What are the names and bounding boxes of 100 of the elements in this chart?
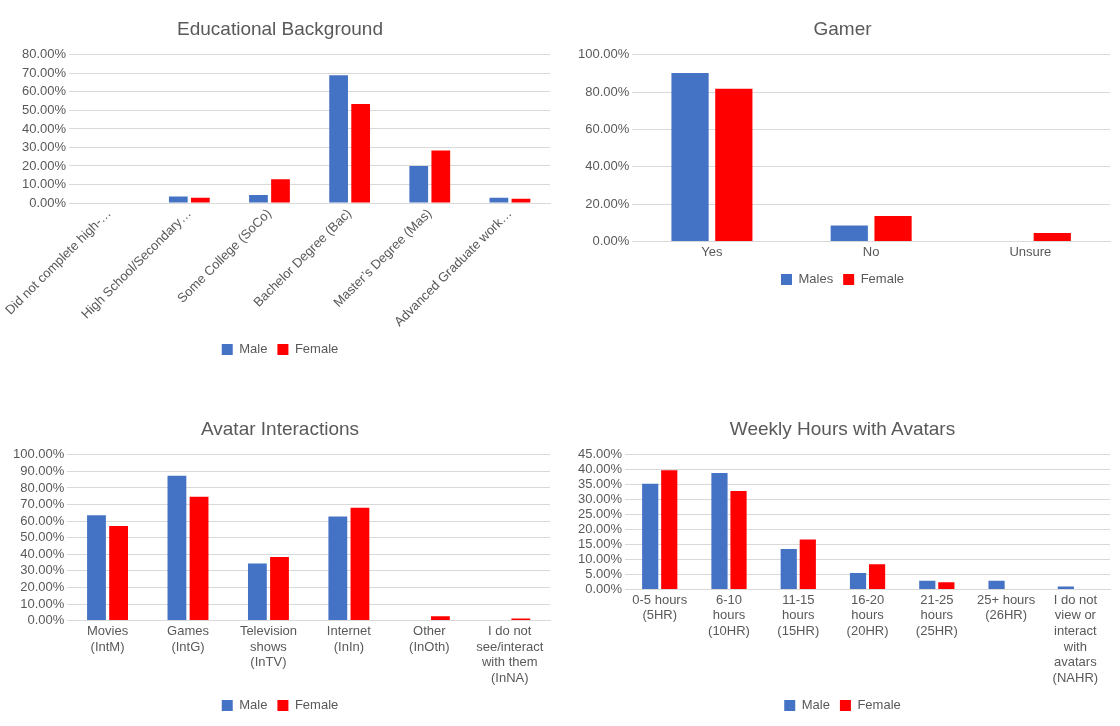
y-tick-label: 20.00% (22, 157, 67, 173)
y-tick-label: 45.00% (578, 446, 623, 462)
y-tick-label: 0.00% (29, 194, 67, 210)
y-tick-label: 70.00% (20, 496, 65, 512)
bar (1057, 586, 1074, 589)
bar (1033, 233, 1071, 241)
y-tick-label: 80.00% (22, 46, 67, 62)
legend-label: Males (798, 271, 834, 287)
y-tick-label: 30.00% (22, 139, 67, 155)
y-tick-label: 90.00% (20, 462, 65, 478)
y-tick-label: 20.00% (585, 195, 630, 211)
y-tick-label: 40.00% (585, 158, 630, 174)
bar (642, 483, 659, 589)
bar (830, 225, 868, 241)
y-tick-label: 80.00% (585, 83, 630, 99)
y-tick-label: 30.00% (20, 562, 65, 578)
bar (874, 216, 912, 241)
bar (988, 580, 1005, 589)
y-tick-label: 40.00% (578, 461, 623, 477)
chart-title: Weekly Hours with Avatars (729, 417, 956, 439)
legend-label: Male (801, 697, 830, 713)
bar (249, 195, 268, 203)
bar (711, 473, 728, 589)
y-tick-label: 10.00% (578, 551, 623, 567)
x-tick-label: Unsure (1009, 243, 1052, 259)
chart-title: Avatar Interactions (200, 417, 360, 439)
bar (671, 72, 709, 241)
bar (799, 539, 816, 589)
x-tick-label: Internet (InIn) (326, 622, 372, 654)
legend-label: Female (294, 697, 339, 713)
bar (431, 150, 451, 203)
x-tick-label: 11-15 hours (15HR) (777, 591, 820, 638)
bar (329, 75, 348, 203)
legend-label: Male (239, 341, 268, 357)
y-tick-label: 20.00% (20, 579, 65, 595)
bar (328, 516, 348, 621)
bar (351, 103, 371, 203)
y-tick-label: 0.00% (592, 232, 630, 248)
bar (511, 198, 531, 203)
x-tick-label: Yes (701, 243, 724, 259)
bar (167, 475, 187, 621)
bar (87, 515, 106, 621)
y-tick-label: 60.00% (585, 121, 630, 137)
bar (849, 572, 867, 589)
bar (730, 490, 747, 589)
y-tick-label: 25.00% (578, 506, 623, 522)
legend-label: Male (239, 697, 268, 713)
legend-label: Female (857, 697, 901, 713)
y-tick-label: 0.00% (27, 612, 65, 628)
y-tick-label: 100.00% (577, 46, 630, 62)
x-tick-label: 6-10 hours (10HR) (708, 591, 750, 638)
bar (938, 582, 955, 589)
y-tick-label: 100.00% (12, 446, 65, 462)
bar (270, 557, 289, 621)
legend-label: Female (860, 271, 905, 287)
x-tick-label: No (862, 243, 880, 259)
y-tick-label: 20.00% (578, 521, 623, 537)
y-tick-label: 50.00% (22, 101, 67, 117)
bar (780, 549, 797, 589)
y-tick-label: 50.00% (20, 529, 65, 545)
bar (409, 165, 429, 203)
bar (168, 196, 188, 203)
bar (489, 197, 509, 203)
x-tick-label: 21-25 hours (25HR) (915, 591, 958, 638)
x-tick-label: 16-20 hours (20HR) (846, 591, 889, 638)
x-tick-label: Television shows (InTV) (239, 622, 297, 670)
y-tick-label: 60.00% (20, 512, 65, 528)
bar (190, 197, 210, 203)
x-tick-label: I do not see/interact with them (InNA) (476, 622, 544, 685)
bar (189, 496, 209, 621)
x-tick-label: Movies (IntM) (86, 622, 129, 654)
x-tick-label: 25+ hours (26HR) (977, 591, 1036, 623)
y-tick-label: 0.00% (585, 580, 623, 596)
bar (271, 179, 290, 203)
bar (109, 525, 129, 621)
chart-title: Educational Background (177, 17, 383, 39)
y-tick-label: 60.00% (22, 83, 67, 99)
y-tick-label: 35.00% (578, 476, 623, 492)
bar (919, 580, 936, 589)
x-tick-label: 0-5 hours (5HR) (632, 591, 688, 623)
x-tick-label: I do not view or interact with avatars (NAHR) (1052, 591, 1099, 685)
bar (350, 507, 370, 621)
y-tick-label: 80.00% (20, 479, 65, 495)
y-tick-label: 30.00% (578, 491, 623, 507)
bar (247, 563, 267, 621)
x-tick-label: Other (InOth) (409, 622, 450, 654)
x-tick-label: Games (IntG) (167, 622, 210, 654)
bar (661, 470, 678, 589)
y-tick-label: 15.00% (578, 536, 623, 552)
y-tick-label: 40.00% (22, 120, 67, 136)
y-tick-label: 40.00% (20, 545, 65, 561)
y-tick-label: 10.00% (22, 176, 67, 192)
y-tick-label: 5.00% (585, 566, 623, 582)
y-tick-label: 70.00% (22, 64, 67, 80)
y-tick-label: 10.00% (20, 595, 65, 611)
bar (868, 564, 886, 589)
chart-title: Gamer (813, 17, 873, 39)
bar (715, 88, 753, 241)
legend-label: Female (294, 341, 339, 357)
bar (430, 616, 450, 621)
